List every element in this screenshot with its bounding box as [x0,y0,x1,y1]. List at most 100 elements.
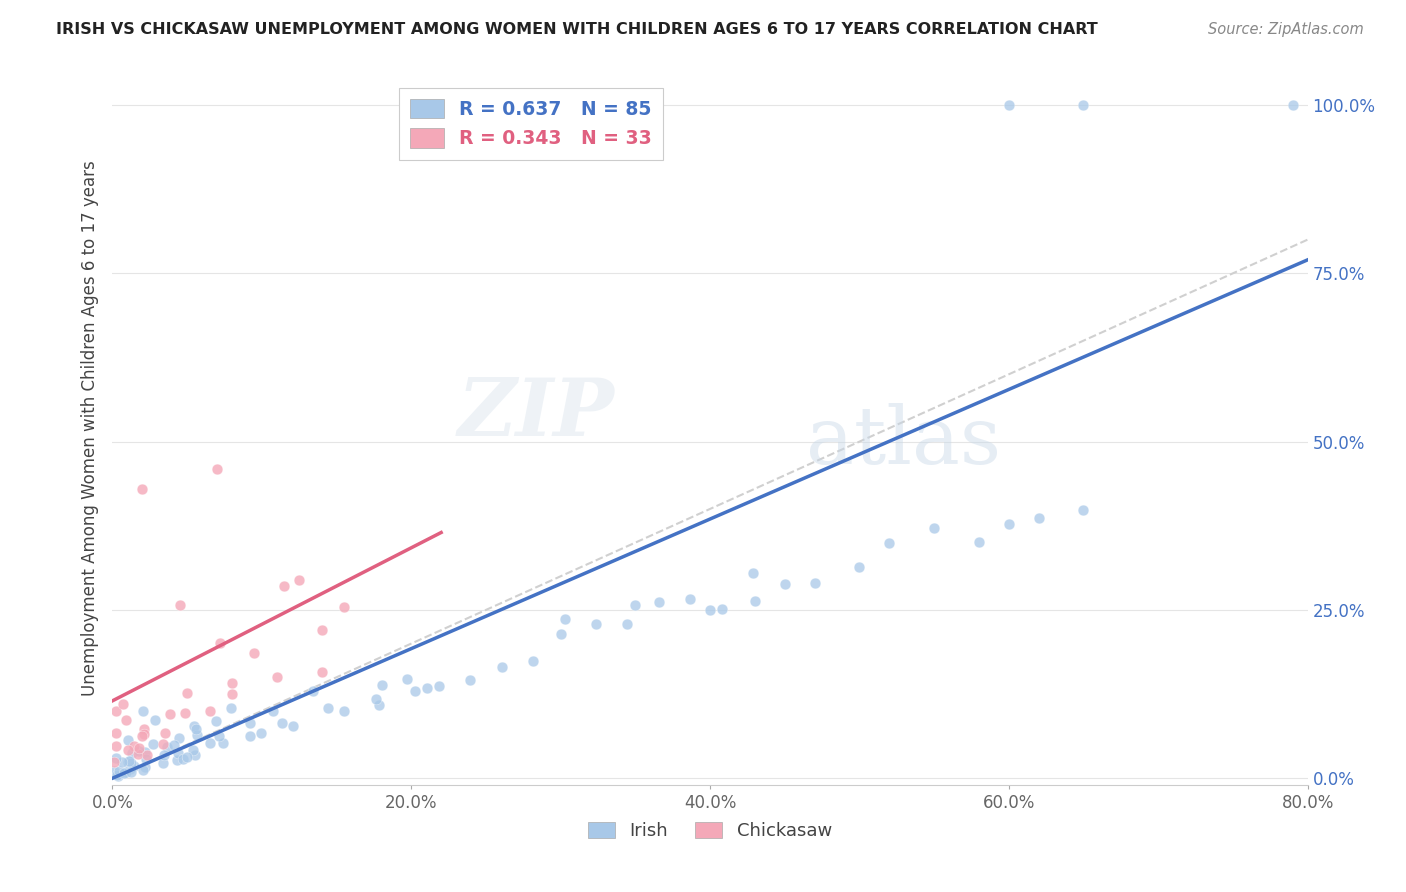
Point [1073,503,1095,517]
Point [288,573,311,587]
Point [648,594,671,608]
Point [134,745,156,759]
Point [128,744,150,758]
Point [333,704,356,718]
Point [427,679,450,693]
Point [127,747,149,761]
Point [186,722,208,736]
Point [198,705,221,719]
Point [142,737,165,751]
Point [104,704,127,718]
Point [112,766,135,780]
Point [112,698,135,712]
Point [117,732,139,747]
Point [122,739,145,754]
Point [174,706,197,720]
Point [186,728,208,742]
Text: Source: ZipAtlas.com: Source: ZipAtlas.com [1208,22,1364,37]
Point [176,686,198,700]
Point [153,726,176,740]
Point [967,534,990,549]
Point [115,764,138,779]
Point [117,742,139,756]
Point [152,756,174,771]
Point [152,737,174,751]
Point [239,716,262,731]
Point [167,746,190,760]
Point [239,729,262,743]
Point [522,654,544,668]
Point [211,736,233,750]
Point [311,623,333,637]
Point [550,627,572,641]
Point [922,521,945,535]
Point [415,681,437,696]
Point [773,577,796,591]
Point [221,675,243,690]
Point [273,579,295,593]
Point [167,731,190,746]
Point [134,760,156,774]
Point [120,756,142,770]
Point [209,635,232,649]
Point [249,725,271,739]
Point [710,602,733,616]
Point [205,461,228,475]
Point [132,705,155,719]
Point [135,752,157,766]
Point [118,754,141,768]
Point [848,560,870,574]
Point [120,764,142,779]
Point [183,718,205,732]
Point [136,748,159,763]
Point [266,670,288,684]
Point [458,673,481,687]
Point [333,600,356,615]
Point [311,665,333,679]
Point [166,753,188,767]
Point [243,646,266,660]
Point [998,517,1021,532]
Point [105,768,128,782]
Point [111,755,134,769]
Point [107,768,129,782]
Point [624,598,647,612]
Point [744,594,766,608]
Point [176,750,198,764]
Point [121,746,143,760]
Point [368,698,391,712]
Point [169,599,191,613]
Point [184,748,207,763]
Point [132,763,155,777]
Point [491,660,513,674]
Point [270,715,292,730]
Point [219,701,242,715]
Point [172,751,194,765]
Point [221,687,243,701]
Point [105,726,128,740]
Point [302,684,325,698]
Y-axis label: Unemployment Among Women with Children Ages 6 to 17 years: Unemployment Among Women with Children A… [80,161,98,696]
Point [1028,511,1050,525]
Point [742,566,765,581]
Point [115,713,138,727]
Point [198,735,221,749]
Legend: Irish, Chickasaw: Irish, Chickasaw [581,814,839,847]
Point [120,762,142,776]
Point [404,683,426,698]
Point [143,713,166,727]
Point [103,764,125,778]
Point [396,672,419,686]
Point [131,729,153,743]
Point [316,701,339,715]
Point [371,677,394,691]
Point [131,482,153,496]
Text: atlas: atlas [806,403,1001,482]
Point [262,704,284,718]
Point [616,617,638,632]
Point [803,576,825,591]
Point [204,714,226,728]
Point [181,743,204,757]
Point [879,536,901,550]
Point [117,755,139,769]
